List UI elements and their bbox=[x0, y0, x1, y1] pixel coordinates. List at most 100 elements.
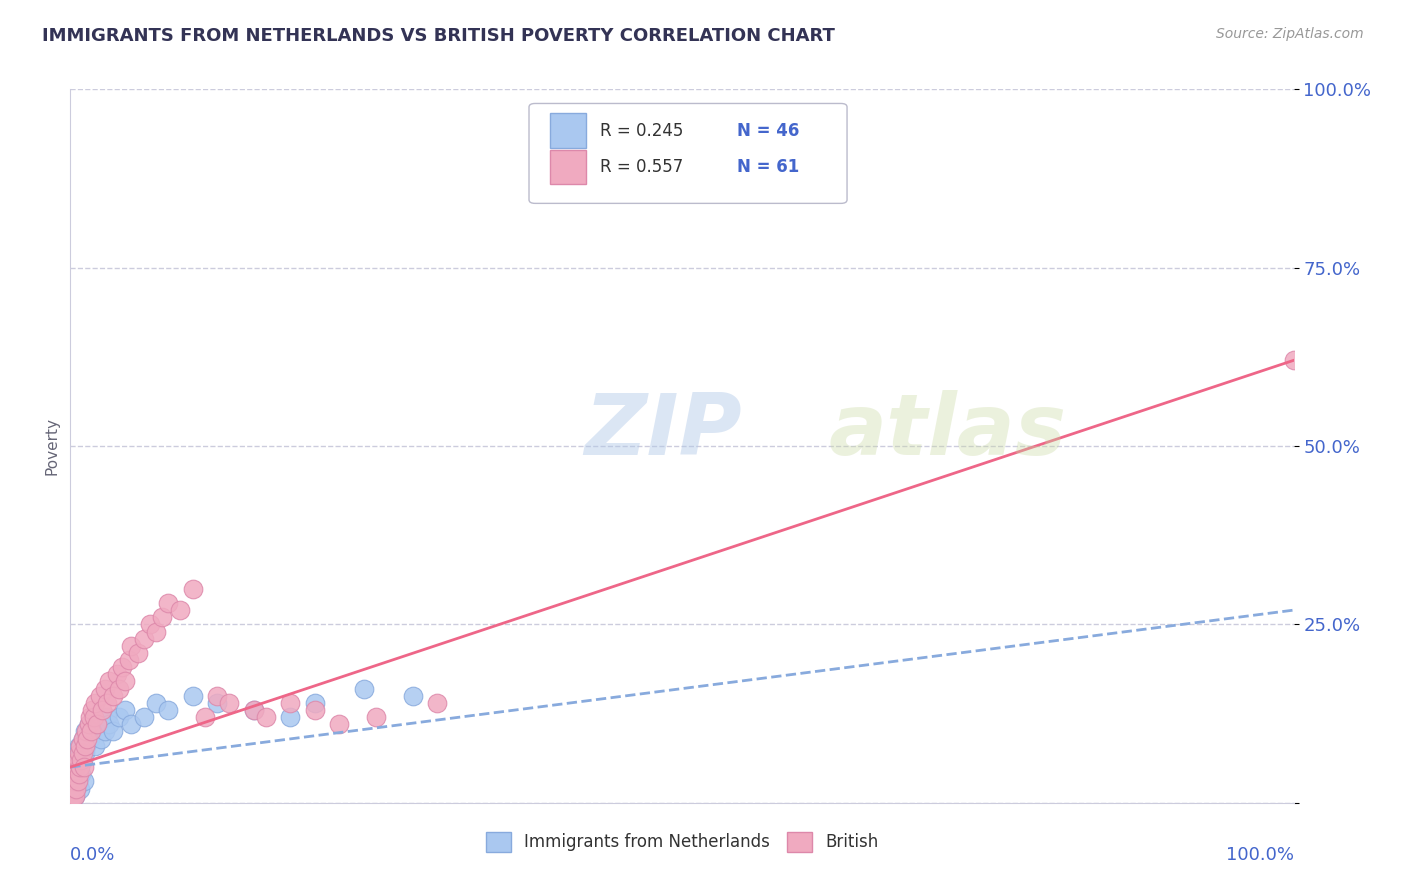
Point bbox=[60, 774, 83, 789]
Point bbox=[145, 624, 167, 639]
Point bbox=[67, 767, 90, 781]
Point bbox=[75, 724, 97, 739]
Point bbox=[111, 660, 134, 674]
Point bbox=[194, 710, 217, 724]
Text: N = 46: N = 46 bbox=[737, 121, 800, 139]
Point bbox=[63, 767, 86, 781]
Point bbox=[86, 717, 108, 731]
Point bbox=[60, 781, 83, 796]
Point bbox=[353, 681, 375, 696]
Legend: Immigrants from Netherlands, British: Immigrants from Netherlands, British bbox=[479, 825, 884, 859]
Point bbox=[63, 781, 86, 796]
Point bbox=[243, 703, 266, 717]
Point bbox=[86, 717, 108, 731]
Point bbox=[72, 731, 94, 746]
Point bbox=[304, 703, 326, 717]
Text: atlas: atlas bbox=[828, 390, 1067, 474]
Point bbox=[69, 781, 91, 796]
Point bbox=[96, 696, 118, 710]
Point bbox=[60, 789, 83, 803]
Point bbox=[205, 689, 228, 703]
Point bbox=[73, 760, 96, 774]
Point bbox=[121, 639, 143, 653]
Text: 0.0%: 0.0% bbox=[70, 846, 115, 863]
Point bbox=[66, 767, 89, 781]
Point bbox=[114, 674, 136, 689]
Point bbox=[121, 717, 143, 731]
FancyBboxPatch shape bbox=[550, 113, 586, 148]
Point bbox=[280, 710, 302, 724]
Point bbox=[139, 617, 162, 632]
FancyBboxPatch shape bbox=[529, 103, 846, 203]
Point bbox=[65, 781, 87, 796]
Point bbox=[62, 767, 84, 781]
Point bbox=[82, 724, 104, 739]
Point bbox=[98, 717, 121, 731]
Point bbox=[73, 739, 96, 753]
Point bbox=[218, 696, 240, 710]
Point bbox=[101, 724, 124, 739]
Point bbox=[280, 696, 302, 710]
Point bbox=[98, 674, 121, 689]
Point bbox=[72, 746, 94, 760]
Point bbox=[108, 681, 131, 696]
Point bbox=[72, 753, 94, 767]
Point bbox=[83, 696, 105, 710]
Point bbox=[79, 710, 101, 724]
Point bbox=[205, 696, 228, 710]
Point bbox=[65, 753, 87, 767]
Point bbox=[65, 781, 87, 796]
Point bbox=[169, 603, 191, 617]
Point bbox=[63, 789, 86, 803]
Point bbox=[114, 703, 136, 717]
Point bbox=[132, 710, 155, 724]
Point bbox=[82, 703, 104, 717]
Point bbox=[80, 724, 103, 739]
FancyBboxPatch shape bbox=[550, 150, 586, 184]
Text: IMMIGRANTS FROM NETHERLANDS VS BRITISH POVERTY CORRELATION CHART: IMMIGRANTS FROM NETHERLANDS VS BRITISH P… bbox=[42, 27, 835, 45]
Text: R = 0.557: R = 0.557 bbox=[600, 158, 683, 176]
Point bbox=[77, 717, 100, 731]
Point bbox=[93, 681, 115, 696]
Point bbox=[62, 789, 84, 803]
Point bbox=[69, 746, 91, 760]
Point bbox=[72, 731, 94, 746]
Point bbox=[73, 724, 96, 739]
Point bbox=[63, 774, 86, 789]
Point bbox=[402, 689, 425, 703]
Point bbox=[69, 760, 91, 774]
Point bbox=[90, 731, 112, 746]
Point bbox=[62, 774, 84, 789]
Point bbox=[127, 646, 149, 660]
Point bbox=[145, 696, 167, 710]
Point bbox=[89, 689, 111, 703]
Point bbox=[62, 789, 84, 803]
Point bbox=[63, 789, 86, 803]
Point bbox=[118, 653, 141, 667]
Point bbox=[60, 781, 83, 796]
Point bbox=[1282, 353, 1305, 368]
Point bbox=[181, 582, 204, 596]
Point bbox=[83, 710, 105, 724]
Point bbox=[73, 746, 96, 760]
Point bbox=[77, 717, 100, 731]
Point bbox=[132, 632, 155, 646]
Point bbox=[66, 753, 89, 767]
Point bbox=[150, 610, 173, 624]
Point bbox=[65, 760, 87, 774]
Point bbox=[366, 710, 388, 724]
Point bbox=[75, 739, 97, 753]
Point bbox=[66, 774, 89, 789]
Point bbox=[63, 760, 86, 774]
Point bbox=[105, 667, 128, 681]
Point bbox=[93, 724, 115, 739]
Point bbox=[91, 703, 114, 717]
Point bbox=[83, 739, 105, 753]
Point bbox=[181, 689, 204, 703]
Text: ZIP: ZIP bbox=[583, 390, 742, 474]
Text: 100.0%: 100.0% bbox=[1226, 846, 1294, 863]
Point bbox=[79, 731, 101, 746]
Point bbox=[254, 710, 277, 724]
Point bbox=[63, 781, 86, 796]
Point bbox=[66, 774, 89, 789]
